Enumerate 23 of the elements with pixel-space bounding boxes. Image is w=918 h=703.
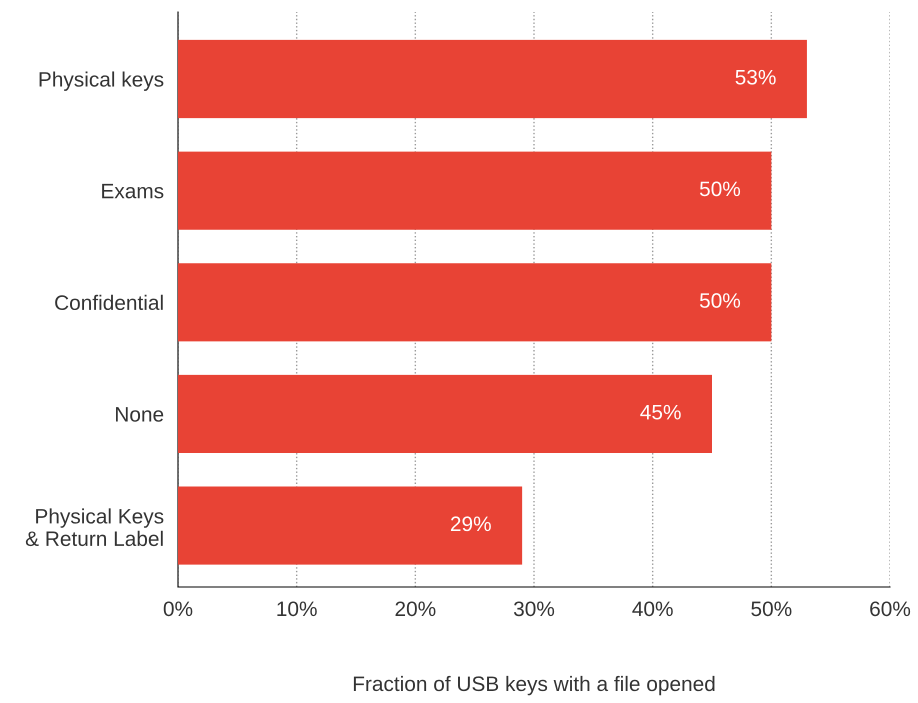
- y-tick-label: Physical keys: [40, 71, 164, 91]
- x-tick-label: 40%: [632, 601, 673, 616]
- x-tick-label: 60%: [870, 601, 910, 616]
- bar: [178, 486, 522, 565]
- bar: [178, 40, 807, 118]
- y-tick-label: Exams: [102, 184, 164, 198]
- data-label: 45%: [640, 404, 681, 420]
- x-axis-title: Fraction of USB keys with a file opened: [354, 676, 714, 696]
- x-tick-label: 30%: [514, 601, 554, 616]
- data-label: 29%: [450, 516, 491, 532]
- bar: [178, 152, 772, 230]
- data-label: 50%: [700, 293, 740, 308]
- x-tick-label: 0%: [164, 601, 192, 616]
- x-tick-label: 50%: [751, 601, 792, 616]
- x-tick-label: 20%: [396, 601, 436, 616]
- bar: [178, 263, 772, 342]
- data-label: 53%: [736, 70, 776, 85]
- y-tick-label: None: [116, 407, 164, 422]
- x-tick-label: 10%: [277, 601, 317, 616]
- y-tick-label: Confidential: [55, 294, 163, 310]
- data-label: 50%: [700, 181, 740, 196]
- bar: [178, 374, 712, 454]
- y-tick-label: Physical Keys & Return Label: [26, 508, 164, 546]
